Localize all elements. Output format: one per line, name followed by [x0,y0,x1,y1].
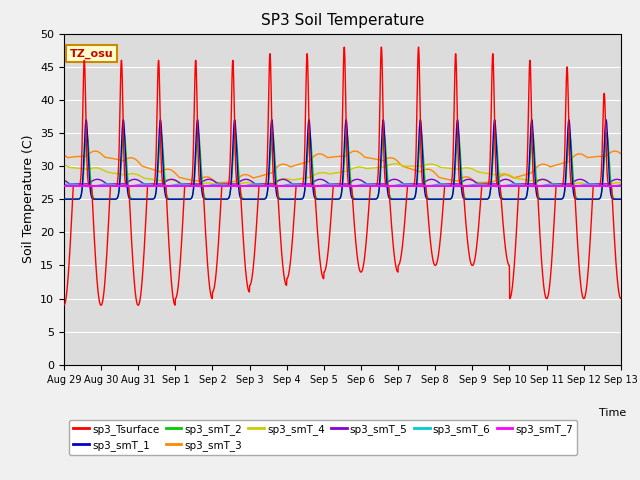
sp3_smT_1 [83,117,90,122]
sp3_smT_4 [358,165,366,170]
sp3_smT_6 [568,184,576,190]
sp3_smT_2 [216,196,223,202]
sp3_smT_1 [504,196,512,202]
sp3_Tsurface [568,182,575,188]
sp3_smT_5 [216,181,223,187]
sp3_smT_3 [216,180,223,185]
sp3_smT_6 [345,184,353,190]
Line: sp3_smT_4: sp3_smT_4 [64,164,621,186]
sp3_smT_3 [358,152,366,158]
sp3_smT_4 [617,180,625,186]
sp3_Tsurface [60,302,68,308]
sp3_Tsurface [504,261,512,267]
Line: sp3_smT_1: sp3_smT_1 [64,120,621,199]
sp3_smT_2 [568,152,575,158]
sp3_smT_1 [60,196,68,202]
sp3_smT_3 [474,180,481,185]
sp3_smT_4 [216,183,223,189]
sp3_smT_7 [504,183,512,189]
sp3_smT_4 [391,161,399,167]
sp3_smT_5 [60,177,68,183]
sp3_smT_1 [371,196,379,202]
sp3_smT_7 [583,183,591,189]
Legend: sp3_Tsurface, sp3_smT_1, sp3_smT_2, sp3_smT_3, sp3_smT_4, sp3_smT_5, sp3_smT_6, : sp3_Tsurface, sp3_smT_1, sp3_smT_2, sp3_… [69,420,577,455]
sp3_smT_5 [568,180,576,186]
Title: SP3 Soil Temperature: SP3 Soil Temperature [260,13,424,28]
sp3_smT_4 [504,172,512,178]
sp3_smT_1 [617,196,625,202]
sp3_smT_2 [617,196,625,202]
sp3_smT_7 [358,183,366,189]
sp3_smT_3 [568,156,575,161]
sp3_smT_5 [371,181,379,187]
sp3_smT_7 [216,183,223,189]
sp3_smT_6 [216,181,223,187]
sp3_smT_1 [584,196,591,202]
sp3_smT_4 [371,165,378,171]
sp3_smT_6 [359,181,367,187]
sp3_smT_2 [371,196,379,202]
sp3_Tsurface [216,227,223,233]
sp3_smT_6 [617,182,625,188]
sp3_Tsurface [340,44,348,50]
sp3_smT_3 [371,156,378,162]
sp3_smT_4 [584,182,591,188]
sp3_smT_5 [359,178,367,184]
sp3_smT_7 [371,183,378,189]
Y-axis label: Soil Temperature (C): Soil Temperature (C) [22,135,35,264]
sp3_smT_6 [60,182,68,188]
sp3_smT_3 [504,172,512,178]
sp3_smT_6 [584,181,591,187]
Text: Time: Time [599,408,627,418]
sp3_smT_3 [617,151,625,156]
sp3_Tsurface [584,278,591,284]
sp3_smT_4 [568,182,575,188]
Line: sp3_smT_6: sp3_smT_6 [64,184,621,187]
sp3_smT_5 [584,180,591,185]
sp3_smT_2 [83,130,91,136]
sp3_smT_7 [568,183,575,189]
sp3_smT_5 [390,177,398,182]
sp3_smT_2 [504,196,512,202]
sp3_smT_5 [66,181,74,187]
sp3_smT_6 [371,182,379,188]
sp3_Tsurface [359,266,367,272]
Line: sp3_smT_2: sp3_smT_2 [64,133,621,199]
sp3_smT_6 [364,181,371,187]
sp3_smT_2 [359,196,367,202]
sp3_Tsurface [617,296,625,301]
sp3_smT_3 [584,155,591,160]
sp3_smT_5 [505,177,513,183]
sp3_smT_3 [60,152,68,158]
sp3_smT_6 [505,182,513,188]
sp3_smT_7 [617,183,625,189]
sp3_smT_2 [60,196,68,202]
sp3_smT_4 [592,183,600,189]
sp3_smT_1 [359,196,367,202]
sp3_smT_3 [611,148,619,154]
Text: TZ_osu: TZ_osu [70,49,113,59]
sp3_smT_1 [568,168,575,173]
Line: sp3_smT_5: sp3_smT_5 [64,180,621,184]
sp3_smT_5 [617,177,625,183]
Line: sp3_Tsurface: sp3_Tsurface [64,47,621,305]
sp3_smT_4 [60,162,68,168]
sp3_smT_7 [60,183,68,189]
sp3_smT_1 [216,196,223,202]
sp3_smT_2 [584,196,591,202]
Line: sp3_smT_3: sp3_smT_3 [64,151,621,182]
sp3_Tsurface [371,183,379,189]
